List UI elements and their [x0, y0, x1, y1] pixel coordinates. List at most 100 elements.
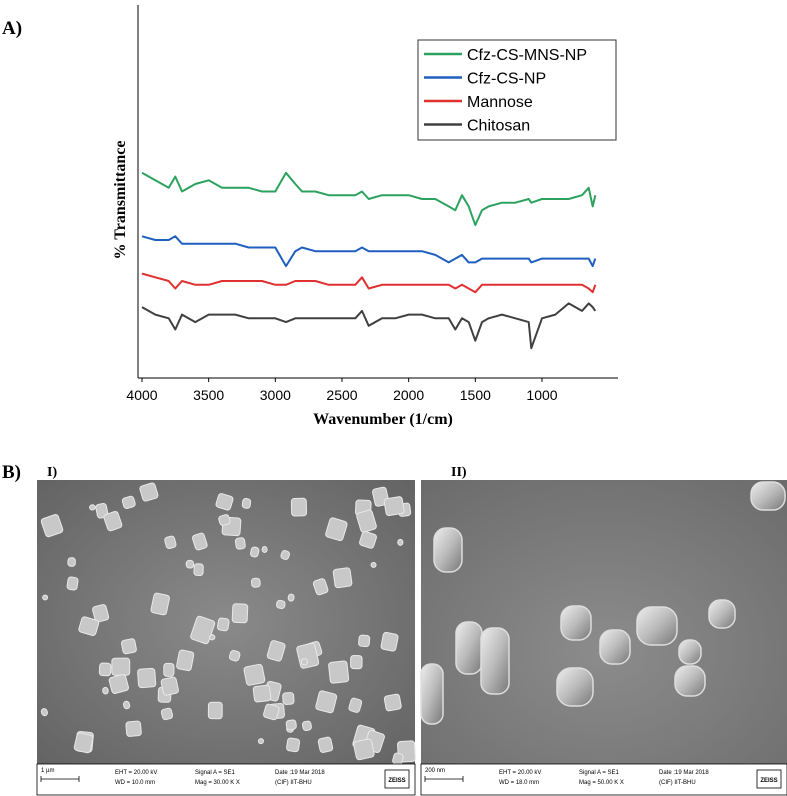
info-text: Date :19 Mar 2018 — [659, 770, 709, 776]
particle — [708, 599, 736, 629]
particle — [356, 509, 377, 533]
info-text: Mag = 50.00 K X — [579, 780, 624, 786]
particle — [111, 657, 131, 676]
particle — [191, 532, 208, 551]
particle — [287, 593, 295, 602]
particle — [370, 561, 377, 568]
x-tick-label: 1000 — [526, 387, 557, 403]
y-axis-title: % Transmittance — [112, 141, 129, 260]
logo-box — [384, 769, 410, 789]
logo: ZEISS — [388, 778, 405, 784]
particle — [250, 546, 260, 558]
particle — [397, 538, 404, 546]
particle — [348, 697, 363, 713]
scale-bar — [40, 776, 80, 782]
x-tick-label: 4000 — [126, 387, 157, 403]
particle — [678, 639, 702, 665]
particle — [40, 514, 64, 538]
particle — [139, 482, 159, 502]
particle — [358, 634, 371, 648]
particle — [218, 514, 231, 526]
particles — [420, 481, 786, 725]
particle — [420, 663, 444, 725]
particle — [73, 732, 94, 754]
panel-label: A) — [2, 18, 22, 39]
particle — [383, 496, 405, 517]
particle — [120, 638, 137, 655]
particle — [163, 662, 175, 677]
particle — [176, 649, 195, 672]
logo-box — [756, 769, 782, 789]
particle — [301, 720, 312, 732]
particle — [125, 720, 142, 737]
particle — [66, 576, 79, 591]
sem-image: II) 200 nm EHT = 20.00 kV WD = 18.0 mm Signa… — [420, 465, 787, 796]
particle — [216, 617, 230, 632]
series-line — [141, 302, 597, 350]
particle — [42, 594, 49, 601]
particle — [122, 700, 131, 710]
particle — [89, 504, 96, 511]
x-tick-label: 3000 — [260, 387, 291, 403]
info-text: Signal A = SE1 — [195, 770, 236, 776]
x-tick-label: 2000 — [393, 387, 424, 403]
info-text: Signal A = SE1 — [579, 770, 620, 776]
logo: ZEISS — [760, 778, 777, 784]
particle — [275, 599, 286, 610]
particle — [674, 665, 706, 697]
particle — [185, 559, 195, 569]
particle — [234, 537, 246, 550]
legend-label: Chitosan — [467, 118, 530, 135]
particle — [328, 660, 350, 684]
particle — [359, 530, 377, 549]
legend-label: Cfz-CS-NP — [467, 71, 546, 88]
particle — [317, 736, 334, 753]
particle — [207, 701, 223, 720]
particle — [263, 703, 280, 721]
particle — [243, 663, 266, 686]
particle — [285, 719, 297, 731]
info-bar — [36, 763, 416, 796]
particle — [193, 563, 204, 577]
scale-bar-label: 1 µm — [41, 768, 54, 774]
particle — [215, 493, 234, 511]
particle — [98, 662, 112, 677]
particle — [252, 684, 272, 703]
info-text: EHT = 20.00 kV — [499, 770, 541, 776]
scale-bar-label: 200 nm — [425, 768, 445, 774]
x-tick-label: 3500 — [193, 387, 224, 403]
particle — [102, 686, 109, 695]
particle — [92, 604, 110, 623]
particle — [67, 557, 76, 567]
particle — [282, 692, 295, 705]
info-text: Mag = 30.00 K X — [195, 780, 240, 786]
series-line — [141, 235, 597, 268]
particle — [241, 498, 252, 509]
particle — [556, 667, 594, 707]
particle — [636, 606, 678, 646]
legend-label: Mannose — [467, 94, 533, 111]
particle — [315, 690, 338, 714]
particle — [108, 674, 129, 694]
particle — [332, 567, 353, 589]
particle — [150, 592, 170, 616]
particle — [121, 495, 136, 509]
particle — [190, 615, 216, 645]
particle — [300, 658, 308, 666]
particle — [750, 481, 786, 511]
legend-label: Cfz-CS-MNS-NP — [467, 47, 587, 64]
particle — [257, 738, 264, 745]
particle — [350, 655, 363, 670]
image-label: II) — [451, 465, 467, 480]
particle — [231, 603, 249, 624]
particle — [280, 550, 290, 560]
x-axis-title: Wavenumber (1/cm) — [313, 411, 453, 428]
particle — [383, 693, 402, 712]
series-line — [141, 272, 597, 294]
info-text: WD = 18.0 mm — [499, 780, 539, 786]
particle — [286, 737, 301, 753]
info-text: WD = 10.0 mm — [115, 780, 155, 786]
particle — [433, 527, 463, 573]
info-bar — [420, 763, 787, 796]
series-line — [141, 171, 597, 227]
